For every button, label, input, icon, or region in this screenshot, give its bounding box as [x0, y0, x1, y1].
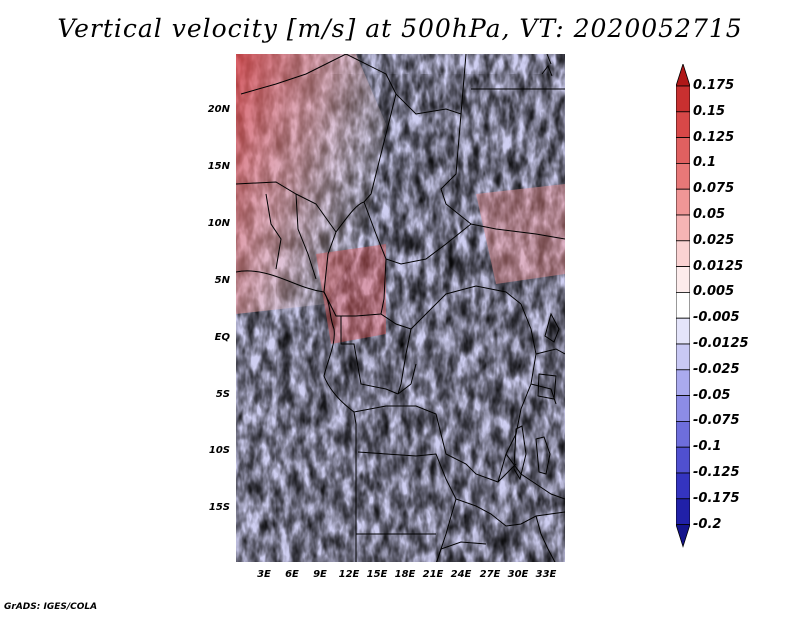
colorbar-segment	[676, 420, 690, 448]
x-tick-label: 27E	[479, 569, 501, 580]
colorbar-level-label: 0.005	[693, 284, 735, 300]
colorbar-level-label: 0.025	[693, 232, 735, 248]
colorbar-level-label: 0.05	[693, 207, 726, 222]
colorbar-segment	[676, 343, 690, 371]
x-tick-label: 33E	[535, 569, 557, 580]
colorbar-level-label: 0.1	[693, 155, 717, 171]
colorbar-segment	[676, 137, 690, 164]
x-tick-label: 30E	[507, 569, 529, 580]
colorbar-segment	[676, 446, 690, 474]
colorbar-segment	[676, 163, 690, 190]
red-region-east	[476, 184, 565, 284]
colorbar-level-label: -0.2	[693, 516, 722, 532]
red-region-central	[316, 244, 386, 344]
x-tick-label: 15E	[366, 569, 388, 580]
colorbar	[676, 64, 690, 548]
colorbar-segment	[676, 472, 690, 500]
y-tick-label: 10S	[208, 445, 230, 456]
y-tick-label: 15N	[207, 161, 230, 172]
colorbar-segment	[676, 317, 690, 345]
x-tick-label: 24E	[450, 569, 472, 580]
y-tick-label: 20N	[207, 104, 230, 115]
colorbar-level-label: 0.075	[693, 181, 735, 197]
x-tick-label: 21E	[422, 569, 444, 580]
colorbar-level-label: -0.025	[693, 361, 740, 377]
colorbar-level-label: 0.125	[693, 129, 735, 145]
x-tick-label: 18E	[394, 569, 416, 580]
colorbar-top-triangle	[676, 64, 690, 87]
x-tick-label: 12E	[338, 569, 360, 580]
colorbar-bottom-triangle	[676, 524, 690, 548]
velocity-field	[236, 54, 565, 562]
credit-text: GrADS: IGES/COLA	[4, 602, 98, 612]
colorbar-level-label: -0.175	[693, 490, 740, 506]
plot-title: Vertical velocity [m/s] at 500hPa, VT: 2…	[57, 14, 743, 43]
colorbar-level-label: 0.15	[693, 103, 726, 119]
colorbar-level-label: -0.1	[693, 439, 722, 455]
y-tick-label: 5S	[215, 389, 230, 400]
colorbar-level-label: -0.005	[693, 310, 740, 326]
colorbar-level-label: -0.0125	[693, 336, 749, 351]
y-tick-label: 5N	[214, 275, 230, 286]
colorbar-level-label: 0.175	[693, 78, 735, 93]
x-tick-label: 9E	[313, 569, 327, 580]
colorbar-segment	[676, 498, 690, 525]
colorbar-segment	[676, 369, 690, 396]
colorbar-segment	[676, 240, 690, 268]
colorbar-level-label: -0.05	[693, 387, 731, 403]
colorbar-level-label: -0.125	[693, 465, 740, 480]
colorbar-level-label: 0.0125	[693, 258, 744, 274]
colorbar-segment	[676, 111, 690, 138]
red-region-nw	[236, 54, 386, 314]
colorbar-segment	[676, 188, 690, 216]
y-tick-label: EQ	[214, 332, 230, 343]
x-tick-label: 6E	[285, 569, 299, 580]
colorbar-segment	[676, 266, 690, 293]
colorbar-segment	[676, 85, 690, 113]
colorbar-level-label: -0.075	[693, 413, 740, 429]
colorbar-segment	[676, 291, 690, 319]
borders	[236, 54, 565, 562]
colorbar-segment	[676, 395, 690, 422]
x-tick-label: 3E	[257, 569, 271, 580]
y-tick-label: 10N	[207, 218, 230, 229]
colorbar-segment	[676, 214, 690, 242]
y-tick-label: 15S	[208, 502, 230, 513]
map-area	[236, 54, 565, 562]
